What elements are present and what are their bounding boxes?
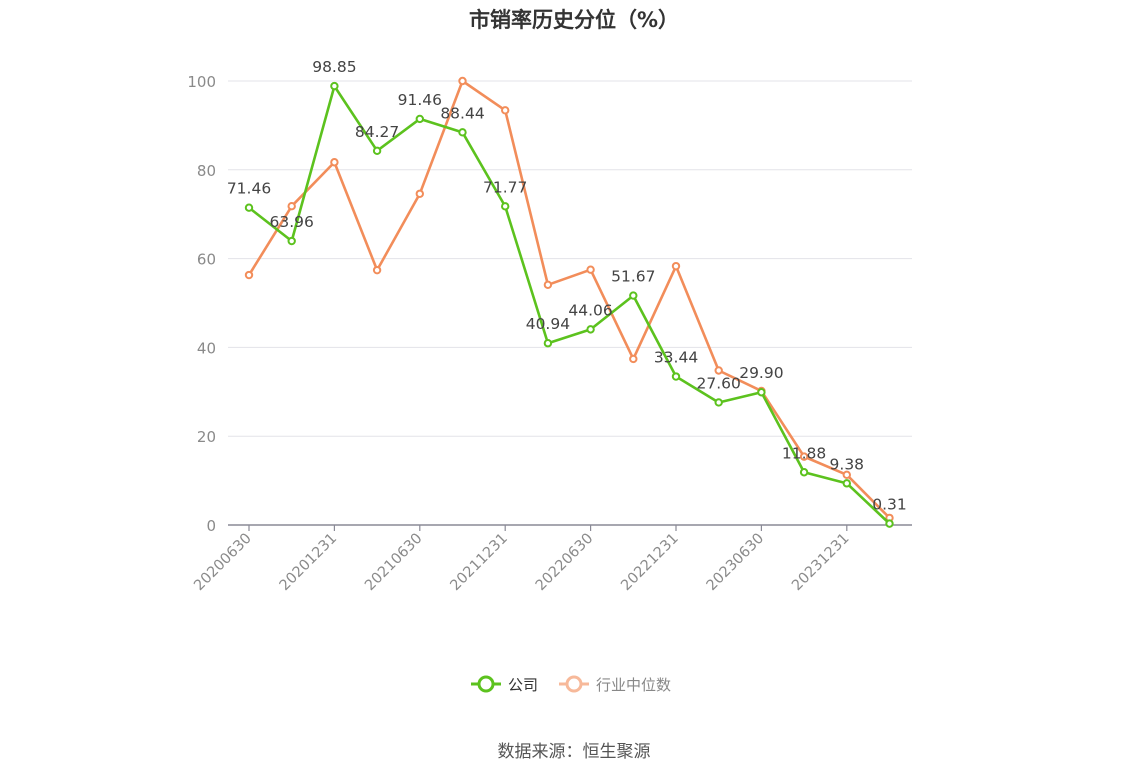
- point-company: [244, 203, 254, 212]
- point-company: [714, 398, 723, 407]
- x-tick-label: 20220630: [533, 531, 597, 595]
- data-label-company: 27.60: [697, 374, 741, 392]
- data-label-company: 98.85: [312, 58, 356, 76]
- point-company: [501, 202, 510, 211]
- legend-item-industry[interactable]: 行业中位数: [558, 672, 671, 696]
- data-label-company: 51.67: [611, 268, 655, 286]
- y-tick-label: 60: [197, 251, 216, 269]
- x-tick-label: 20230630: [704, 531, 768, 595]
- point-industry: [799, 452, 809, 461]
- legend-industry-label: 行业中位数: [596, 675, 672, 694]
- data-label-company: 40.94: [526, 315, 570, 333]
- data-label-company: 71.77: [483, 178, 527, 196]
- legend-company-label: 公司: [508, 675, 539, 694]
- point-company: [586, 325, 595, 334]
- point-industry: [501, 106, 510, 115]
- data-label-company: 63.96: [270, 213, 314, 231]
- legend-company-marker-icon: [471, 675, 501, 693]
- point-company: [372, 146, 382, 156]
- data-label-company: 33.44: [654, 349, 698, 367]
- point-industry: [714, 366, 723, 375]
- point-company: [671, 372, 681, 381]
- data-label-company: 84.27: [355, 123, 399, 141]
- point-company: [842, 479, 851, 488]
- point-company: [330, 81, 339, 91]
- y-tick-label: 0: [206, 517, 216, 535]
- point-industry: [586, 265, 595, 274]
- series-line-company: [248, 84, 891, 525]
- point-company: [543, 339, 553, 348]
- point-company: [629, 291, 638, 300]
- point-industry: [842, 470, 851, 480]
- data-label-company: 44.06: [568, 301, 612, 319]
- x-tick-label: 20210630: [362, 531, 426, 595]
- axes: 0 20 40 60 80 100 20200630 20201231 20210630 2021…: [187, 73, 912, 594]
- data-label-company: 29.90: [739, 364, 783, 382]
- data-label-company: 88.44: [440, 104, 484, 122]
- x-tick-label: 20201231: [277, 531, 341, 595]
- source-note: 数据来源：恒生聚源: [497, 742, 651, 762]
- series-line-industry: [247, 79, 891, 519]
- x-tick-label: 20211231: [448, 531, 512, 595]
- point-company: [885, 519, 894, 528]
- point-industry: [415, 189, 424, 198]
- point-industry: [671, 261, 681, 271]
- point-industry: [372, 265, 382, 275]
- x-tick-label: 20200630: [191, 531, 255, 595]
- point-company: [458, 128, 467, 137]
- point-industry: [330, 158, 339, 167]
- y-tick-label: 40: [197, 339, 216, 357]
- point-industry: [458, 76, 467, 86]
- chart-title: 市销率历史分位（%）: [468, 8, 680, 32]
- data-label-company: 0.31: [872, 496, 907, 514]
- legend-item-company[interactable]: 公司: [470, 672, 538, 696]
- series-lines: [244, 76, 894, 528]
- y-tick-label: 100: [187, 73, 216, 91]
- grid-lines: [228, 80, 912, 437]
- y-tick-label: 20: [197, 428, 216, 446]
- point-industry: [629, 354, 638, 364]
- point-company: [415, 114, 424, 124]
- data-label-company: 91.46: [398, 91, 442, 109]
- point-industry: [543, 280, 553, 289]
- data-label-company: 9.38: [830, 455, 865, 473]
- legend-industry-marker-icon: [559, 675, 589, 693]
- y-tick-label: 80: [197, 162, 216, 180]
- x-tick-label: 20231231: [789, 531, 853, 595]
- x-tick-label: 20221231: [618, 531, 682, 595]
- point-company: [287, 236, 296, 246]
- point-company: [757, 388, 766, 397]
- point-industry: [287, 202, 296, 211]
- point-company: [799, 468, 809, 477]
- data-label-company: 71.46: [227, 180, 271, 198]
- point-industry: [244, 270, 254, 280]
- data-label-company: 11.88: [782, 444, 826, 462]
